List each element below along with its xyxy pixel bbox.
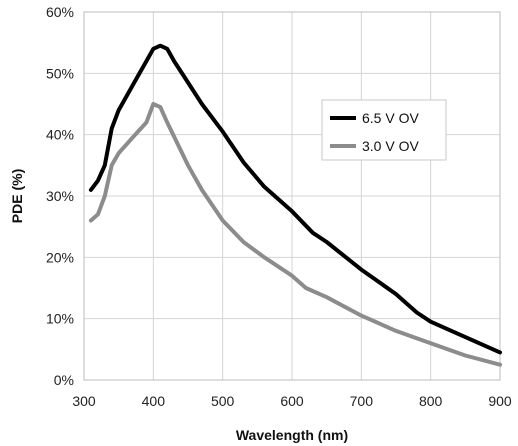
series-line-0 [88,43,502,355]
legend-box [321,99,447,161]
legend: 6.5 V OV 3.0 V OV [321,99,447,161]
y-tick-label: 10% [46,311,74,327]
x-tick-label: 900 [488,393,512,409]
x-tick-label: 800 [419,393,443,409]
y-tick-labels: 0% 10% 20% 30% 40% 50% 60% [46,4,74,388]
plot-border [83,11,501,381]
y-tick-label: 50% [46,65,74,81]
legend-label-6-5v: 6.5 V OV [362,110,419,126]
y-tick-label: 40% [46,127,74,143]
x-tick-label: 700 [350,393,374,409]
plot-area [83,11,501,381]
x-tick-label: 300 [72,393,96,409]
y-tick-label: 0% [54,372,74,388]
legend-label-3-0v: 3.0 V OV [362,138,419,154]
y-tick-label: 60% [46,4,74,20]
y-axis-title: PDE (%) [9,169,25,223]
x-tick-labels: 300 400 500 600 700 800 900 [72,393,512,409]
series-line-1 [88,102,502,367]
y-tick-label: 20% [46,249,74,265]
x-axis-title: Wavelength (nm) [236,427,348,443]
y-tick-label: 30% [46,188,74,204]
series-lines [88,43,502,367]
x-tick-label: 600 [280,393,304,409]
x-tick-label: 500 [211,393,235,409]
x-tick-label: 400 [142,393,166,409]
